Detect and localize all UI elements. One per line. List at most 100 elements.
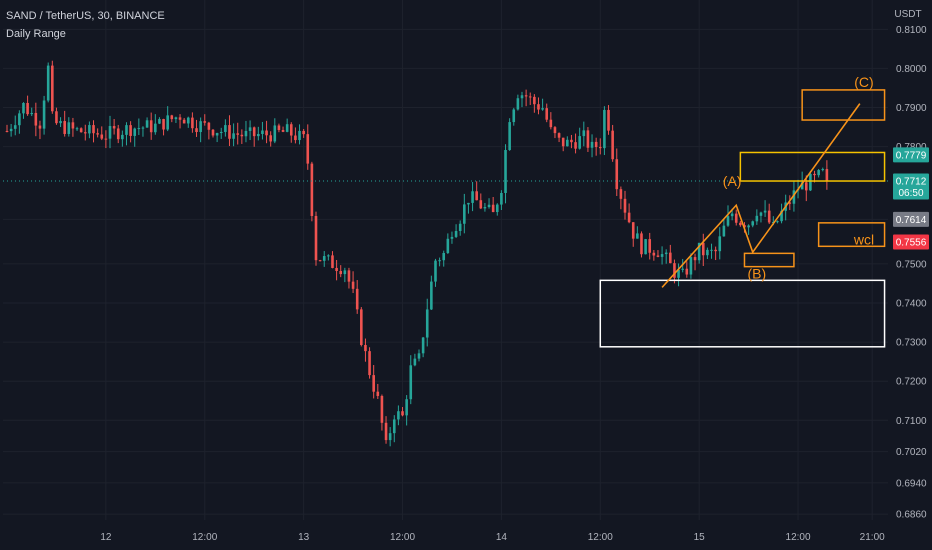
candle-body [677,269,680,278]
candle-body [817,170,820,176]
candle-body [590,141,594,148]
candle-body [648,239,652,253]
candle-body [224,125,227,132]
candle-body [9,128,13,132]
candle-body [681,268,684,270]
candle-body [685,268,689,275]
candle-body [619,189,623,199]
candle-body [116,128,120,140]
candle-body [211,129,215,136]
y-tick-label: 0.7020 [896,447,927,458]
candle-body [454,231,458,237]
candle-body [673,263,676,278]
candle-body [656,255,660,257]
candle-body [800,182,804,190]
x-tick-label: 12:00 [588,532,613,543]
indicator-label[interactable]: Daily Range [6,28,66,40]
candle-body [623,198,627,213]
candle-body [145,120,149,128]
candle-body [397,411,400,420]
candle-body [664,252,668,255]
candle-body [34,112,38,126]
candle-body [339,271,343,275]
candle-body [343,270,347,275]
wave-path [661,103,861,288]
price-tag-label: 0.7556 [896,238,927,249]
candle-body [51,65,54,112]
y-tick-label: 0.8000 [896,64,927,75]
candle-body [121,134,124,140]
candle-body [376,391,380,396]
candle-body [314,215,318,261]
y-tick-label: 0.8100 [896,25,927,36]
y-tick-label: 0.7500 [896,259,927,270]
candle-body [228,125,231,139]
price-axis[interactable]: USDT0.81000.80000.79000.78000.76140.7500… [894,9,927,521]
candle-body [594,141,598,148]
candle-body [5,130,9,132]
candle-body [450,236,454,239]
candle-body [158,119,161,124]
symbol-title: SAND / TetherUS, 30, BINANCE [6,10,165,22]
candle-body [327,255,330,257]
candle-body [487,204,491,208]
drawing-annotations: (A) (B) (C) wcl [599,74,886,348]
candle-body [528,96,532,98]
candle-body [557,133,561,138]
candle-body [615,159,619,190]
wave-label: (A) [723,173,742,189]
candle-body [788,202,792,204]
y-tick-label: 0.7900 [896,103,927,114]
candle-body [730,213,734,217]
candle-body [627,212,631,223]
candle-body [413,358,417,366]
candle-body [88,125,91,134]
candle-body [42,100,46,129]
time-axis[interactable]: 12 12:00 13 12:00 14 12:00 15 12:00 21:00 [100,532,885,543]
candle-body [182,119,186,124]
candle-body [154,123,157,133]
candle-body [570,139,573,143]
candle-body [277,125,281,131]
currency-label: USDT [894,9,921,20]
candle-body [170,115,174,120]
candle-body [380,395,384,423]
candle-body [714,249,717,252]
candle-body [285,124,289,132]
candle-body [689,257,693,275]
candle-body [767,210,771,223]
candle-body [104,138,108,140]
candle-body [368,351,371,376]
zone-box [817,222,886,248]
candle-body [63,121,66,134]
candle-body [269,135,272,142]
candle-body [384,422,388,441]
candle-body [792,190,796,204]
candle-body [553,127,557,134]
price-tag-bg [893,211,929,227]
candle-body [710,249,713,251]
candle-body [191,117,194,129]
candle-body [578,136,581,149]
candle-body [495,204,499,213]
candle-body [133,128,137,136]
candle-body [500,192,503,205]
candle-body [125,125,128,135]
candle-body [372,375,375,392]
candle-body [174,117,178,120]
candle-body [248,127,252,131]
y-tick-label: 0.7400 [896,299,927,310]
candle-body [162,119,165,130]
candle-body [603,109,606,149]
candle-body [421,337,425,354]
candle-body [438,260,441,262]
y-tick-label: 0.7100 [896,416,927,427]
price-tag-label: 0.7712 [896,177,927,188]
candle-body [508,122,511,150]
candle-body [561,137,565,147]
candle-body [636,233,639,239]
zone-box [739,151,886,182]
candle-body [804,182,808,191]
